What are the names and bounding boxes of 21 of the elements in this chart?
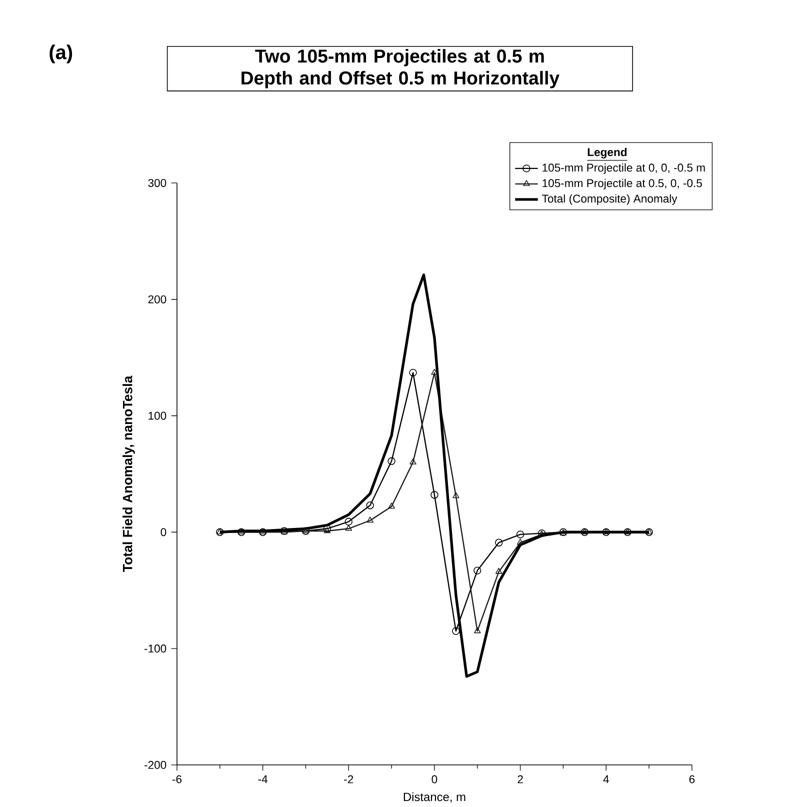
chart-title: Two 105-mm Projectiles at 0.5 m Depth and Offset 0.5 m Horizontally (242, 49, 560, 88)
text: (a) (50, 44, 72, 64)
x-tick-label: 0 (432, 775, 438, 784)
y-tick-label: -200 (144, 760, 166, 769)
x-tick-label: 4 (603, 775, 609, 784)
legend-label: 105-mm Projectile at 0, 0, -0.5 m (542, 163, 705, 174)
y-tick-label: 200 (148, 295, 166, 304)
x-tick-label: 2 (518, 775, 523, 784)
y-tick-label: 100 (148, 412, 166, 420)
y-tick-label: 300 (148, 178, 166, 187)
x-axis-title: Distance, m (404, 792, 466, 803)
legend-title: Legend (588, 148, 627, 158)
x-tick-label: 6 (689, 775, 695, 784)
y-tick-label: -100 (144, 644, 166, 653)
x-tick-label: -4 (258, 775, 268, 784)
y-tick-label: 0 (160, 528, 166, 536)
x-tick-label: -6 (172, 775, 182, 784)
legend-label: Total (Composite) Anomaly (542, 194, 678, 205)
x-tick-label: -2 (344, 775, 354, 784)
legend-label: 105-mm Projectile at 0.5, 0, -0.5 (542, 178, 702, 190)
y-axis-title: Total Field Anomaly, nanoTesla (122, 376, 135, 572)
